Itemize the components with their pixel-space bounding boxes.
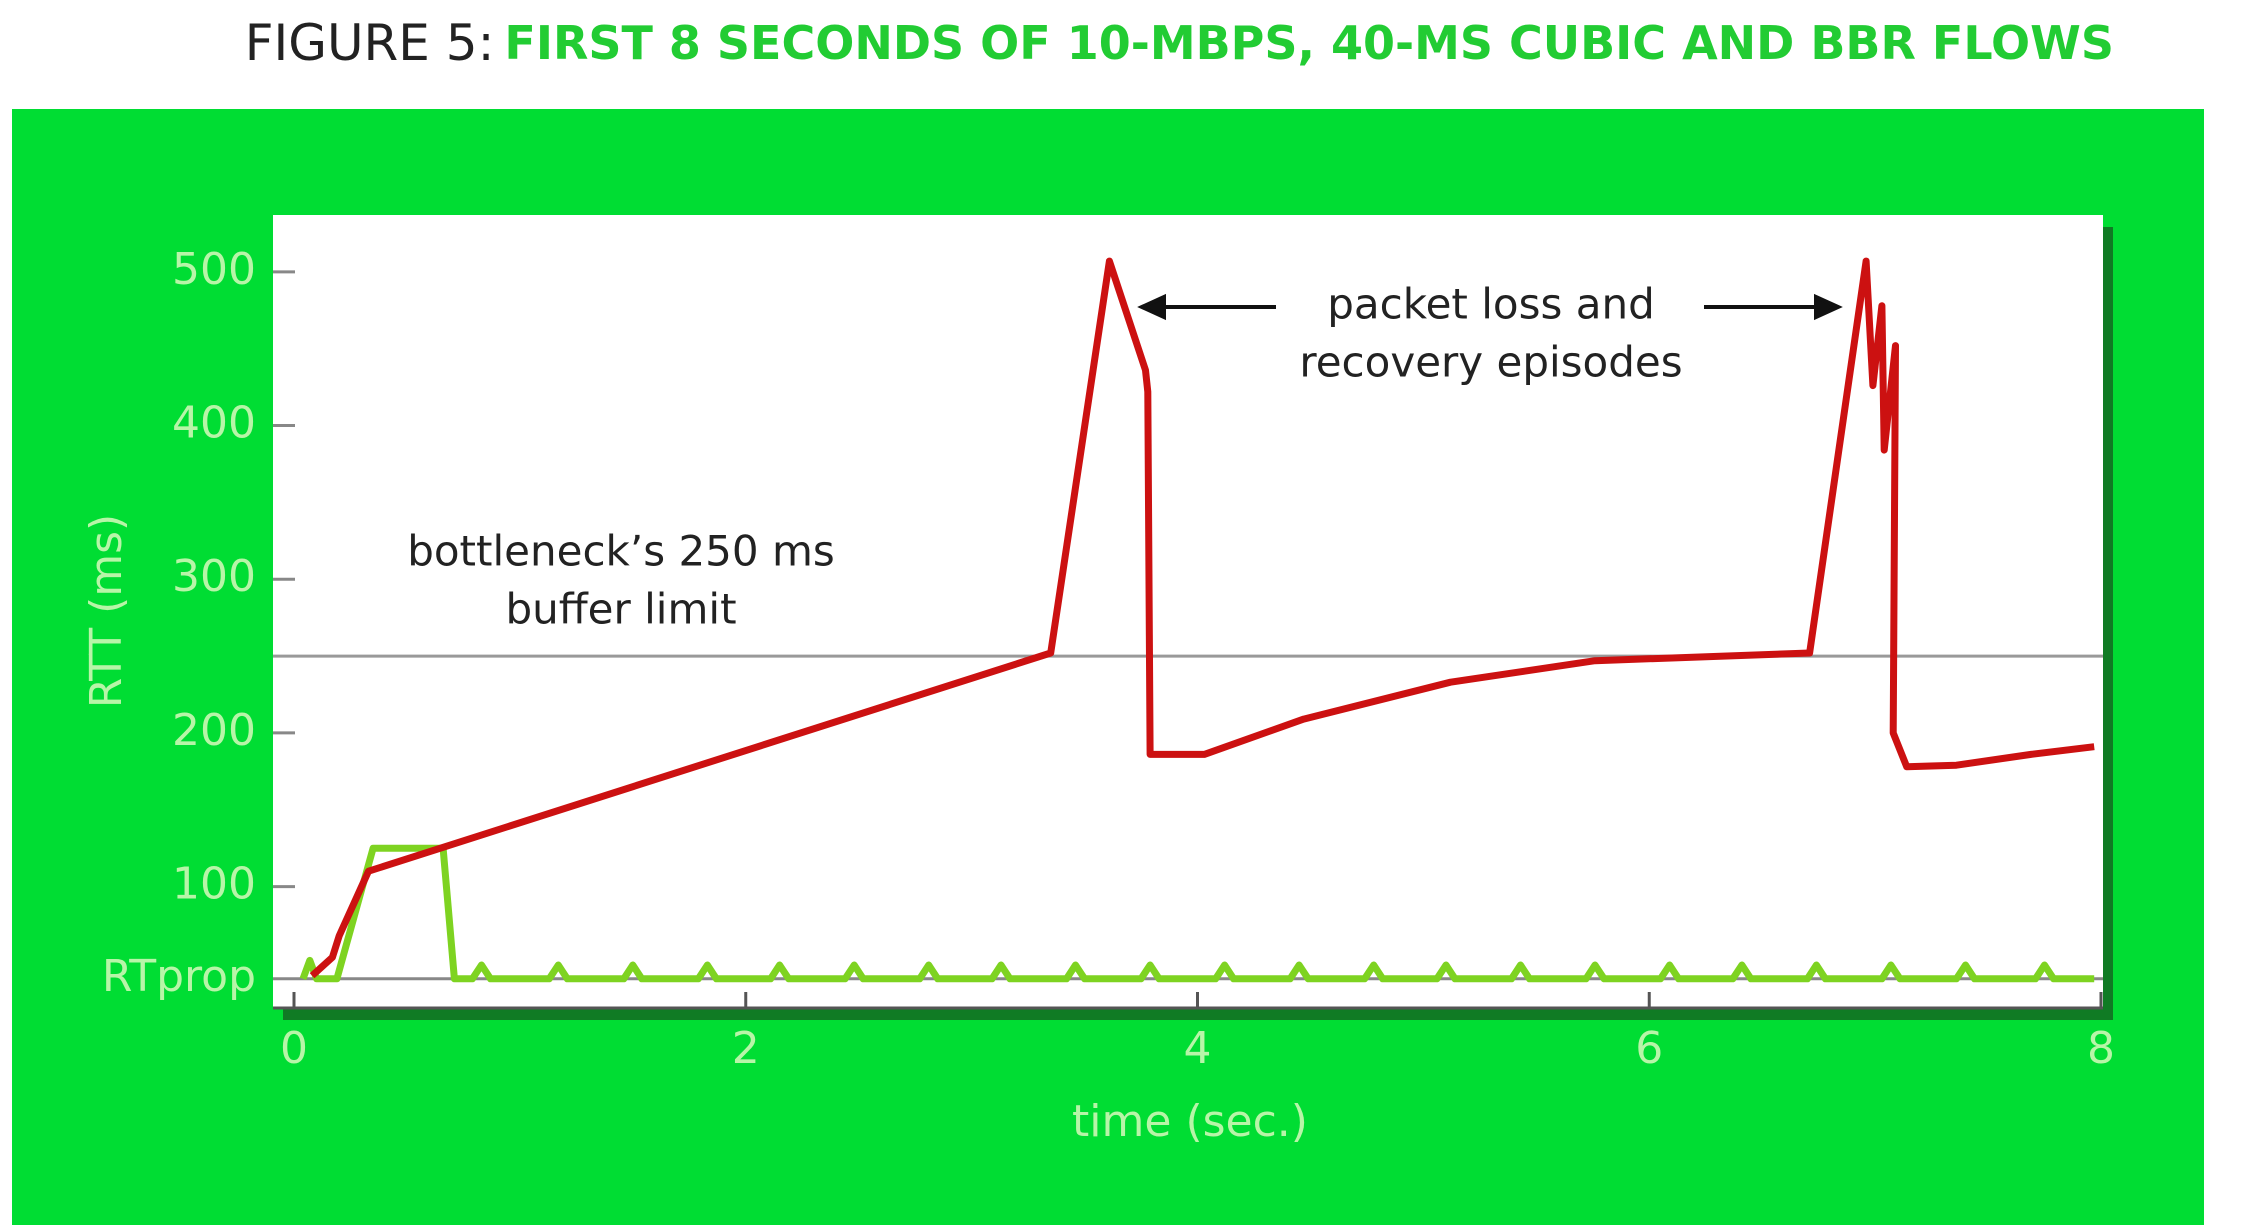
y-tick-label: 300 [172, 551, 256, 602]
chart-title: FIGURE 5: FIRST 8 SECONDS OF 10-MBPS, 40-… [245, 14, 2114, 72]
reference-label: bottleneck’s 250 ms [407, 527, 835, 576]
plot-area [273, 215, 2103, 1008]
arrowhead [1137, 293, 1166, 321]
series-line [299, 844, 2095, 983]
series-line [309, 257, 2095, 979]
title-prefix: FIGURE 5: [245, 14, 495, 72]
x-tick-label: 6 [1635, 1023, 1663, 1074]
reference-label: buffer limit [505, 585, 736, 634]
y-tick-label: RTprop [102, 951, 256, 1002]
annotation: recovery episodes [1299, 338, 1682, 387]
y-tick-label: 200 [172, 705, 256, 756]
x-tick-label: 2 [732, 1023, 760, 1074]
annotation-arrows [1137, 293, 1843, 321]
y-tick-label: 100 [172, 859, 256, 910]
y-tick-label: 500 [172, 244, 256, 295]
y-tick-label: 400 [172, 398, 256, 449]
x-tick-label: 4 [1184, 1023, 1212, 1074]
x-axis-label: time (sec.) [1072, 1096, 1308, 1147]
title-text: FIRST 8 SECONDS OF 10-MBPS, 40-MS CUBIC … [504, 16, 2114, 70]
annotation: packet loss and [1327, 280, 1654, 329]
arrowhead [1814, 293, 1843, 321]
x-tick-label: 8 [2087, 1023, 2115, 1074]
x-tick-label: 0 [280, 1023, 308, 1074]
y-axis-label: RTT (ms) [81, 514, 132, 708]
